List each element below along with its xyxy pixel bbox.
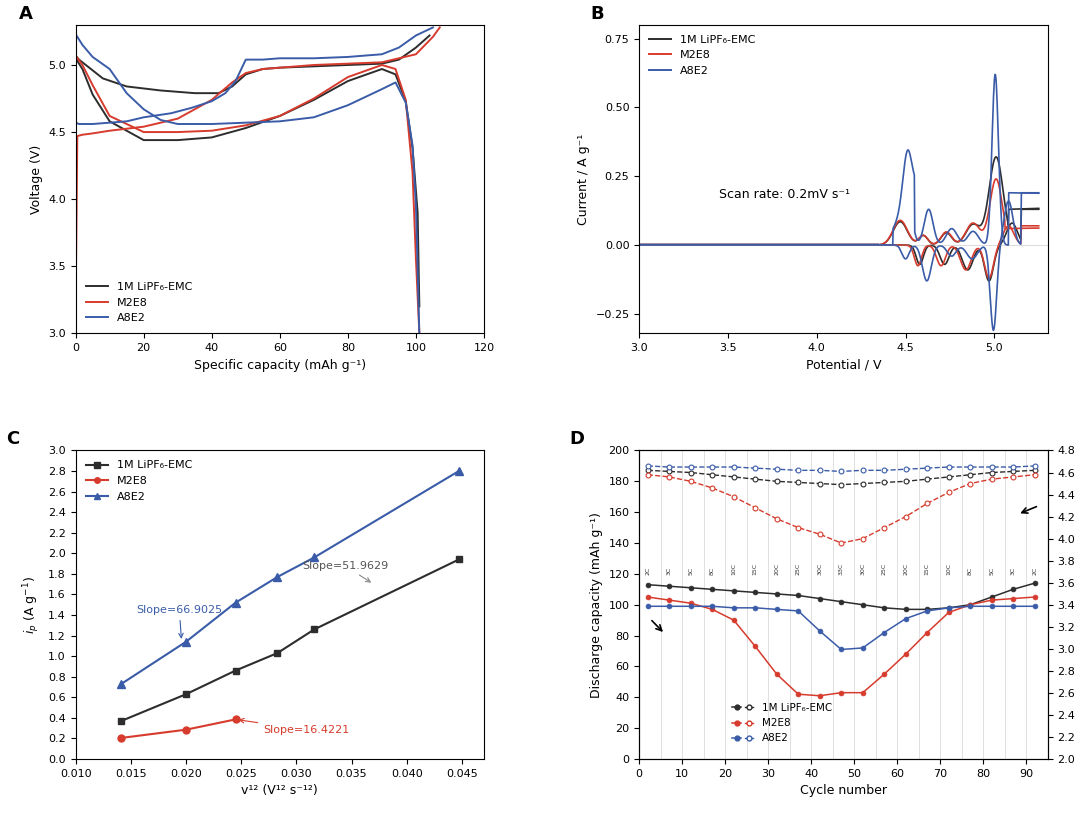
Text: 2C: 2C bbox=[645, 567, 650, 576]
Y-axis label: $i_p$ (A g$^{-1}$): $i_p$ (A g$^{-1}$) bbox=[22, 576, 42, 634]
Text: D: D bbox=[570, 431, 584, 448]
Text: 8C: 8C bbox=[968, 568, 973, 576]
Text: 3C: 3C bbox=[666, 567, 672, 576]
Text: 15C: 15C bbox=[924, 563, 930, 576]
Text: 3C: 3C bbox=[1011, 567, 1015, 576]
Text: Slope=51.9629: Slope=51.9629 bbox=[302, 561, 388, 582]
Text: 30C: 30C bbox=[861, 563, 865, 576]
Text: 20C: 20C bbox=[903, 563, 908, 576]
Text: 20C: 20C bbox=[774, 563, 780, 576]
Text: 25C: 25C bbox=[881, 563, 887, 576]
Text: 15C: 15C bbox=[753, 563, 758, 576]
Legend: 1M LiPF₆-EMC, M2E8, A8E2: 1M LiPF₆-EMC, M2E8, A8E2 bbox=[81, 278, 197, 328]
Legend: 1M LiPF₆-EMC, M2E8, A8E2: 1M LiPF₆-EMC, M2E8, A8E2 bbox=[645, 31, 760, 80]
Text: 8C: 8C bbox=[710, 568, 715, 576]
Text: 10C: 10C bbox=[946, 563, 951, 576]
Text: Slope=16.4221: Slope=16.4221 bbox=[240, 719, 350, 735]
Text: 33C: 33C bbox=[839, 563, 843, 576]
Text: Slope=66.9025: Slope=66.9025 bbox=[136, 605, 222, 638]
Text: C: C bbox=[6, 431, 19, 448]
Y-axis label: Voltage (V): Voltage (V) bbox=[29, 144, 42, 214]
Text: B: B bbox=[590, 5, 604, 22]
Legend: 1M LiPF₆-EMC, M2E8, A8E2: 1M LiPF₆-EMC, M2E8, A8E2 bbox=[728, 699, 836, 747]
X-axis label: Potential / V: Potential / V bbox=[806, 359, 881, 371]
Text: 2C: 2C bbox=[1032, 567, 1037, 576]
Text: 30C: 30C bbox=[818, 563, 822, 576]
X-axis label: Specific capacity (mAh g⁻¹): Specific capacity (mAh g⁻¹) bbox=[193, 359, 366, 371]
Y-axis label: Discharge capacity (mAh g⁻¹): Discharge capacity (mAh g⁻¹) bbox=[590, 512, 603, 698]
X-axis label: v¹² (V¹² s⁻¹²): v¹² (V¹² s⁻¹²) bbox=[242, 785, 319, 797]
Text: A: A bbox=[18, 5, 32, 22]
Legend: 1M LiPF₆-EMC, M2E8, A8E2: 1M LiPF₆-EMC, M2E8, A8E2 bbox=[81, 456, 197, 506]
Text: 25C: 25C bbox=[796, 563, 800, 576]
Text: 5C: 5C bbox=[688, 568, 693, 576]
Text: 10C: 10C bbox=[731, 563, 737, 576]
X-axis label: Cycle number: Cycle number bbox=[800, 785, 887, 797]
Text: Scan rate: 0.2mV s⁻¹: Scan rate: 0.2mV s⁻¹ bbox=[719, 188, 850, 201]
Text: 5C: 5C bbox=[989, 568, 995, 576]
Y-axis label: Current / A g⁻¹: Current / A g⁻¹ bbox=[577, 134, 590, 224]
